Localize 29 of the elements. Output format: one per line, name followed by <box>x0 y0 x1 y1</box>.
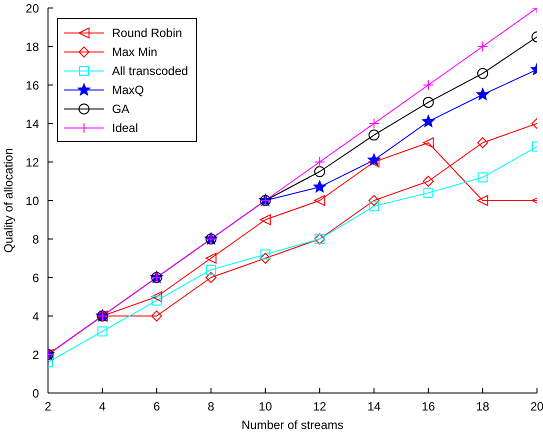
y-tick-label: 10 <box>26 194 40 208</box>
x-tick-label: 12 <box>312 400 327 414</box>
y-tick-label: 12 <box>26 155 40 170</box>
x-tick-label: 2 <box>44 400 52 414</box>
y-tick-label: 0 <box>32 386 40 400</box>
x-tick-label: 8 <box>208 400 215 414</box>
legend-label: Round Robin <box>112 26 182 40</box>
x-tick-label: 20 <box>530 400 543 414</box>
x-tick-label: 18 <box>476 400 490 414</box>
x-tick-label: 4 <box>98 400 106 414</box>
legend-label: Ideal <box>112 120 138 134</box>
legend-label: Max Min <box>112 44 158 58</box>
y-tick-label: 6 <box>32 270 40 285</box>
x-axis-title: Number of streams <box>241 418 344 432</box>
legend-label: GA <box>112 102 130 116</box>
legend-label: MaxQ <box>112 82 144 96</box>
y-tick-label: 2 <box>32 348 40 362</box>
x-tick-label: 16 <box>422 400 436 414</box>
legend-label: All transcoded <box>112 64 188 78</box>
y-tick-label: 16 <box>26 78 40 92</box>
y-tick-label: 4 <box>32 309 40 324</box>
x-tick-label: 6 <box>153 400 160 414</box>
y-tick-label: 20 <box>26 1 40 16</box>
y-tick-label: 8 <box>32 232 40 246</box>
y-tick-label: 14 <box>26 116 40 131</box>
y-tick-label: 18 <box>26 40 40 54</box>
y-axis-title: Quality of allocation <box>1 148 16 253</box>
x-tick-label: 14 <box>367 400 381 414</box>
x-tick-label: 10 <box>258 400 272 414</box>
